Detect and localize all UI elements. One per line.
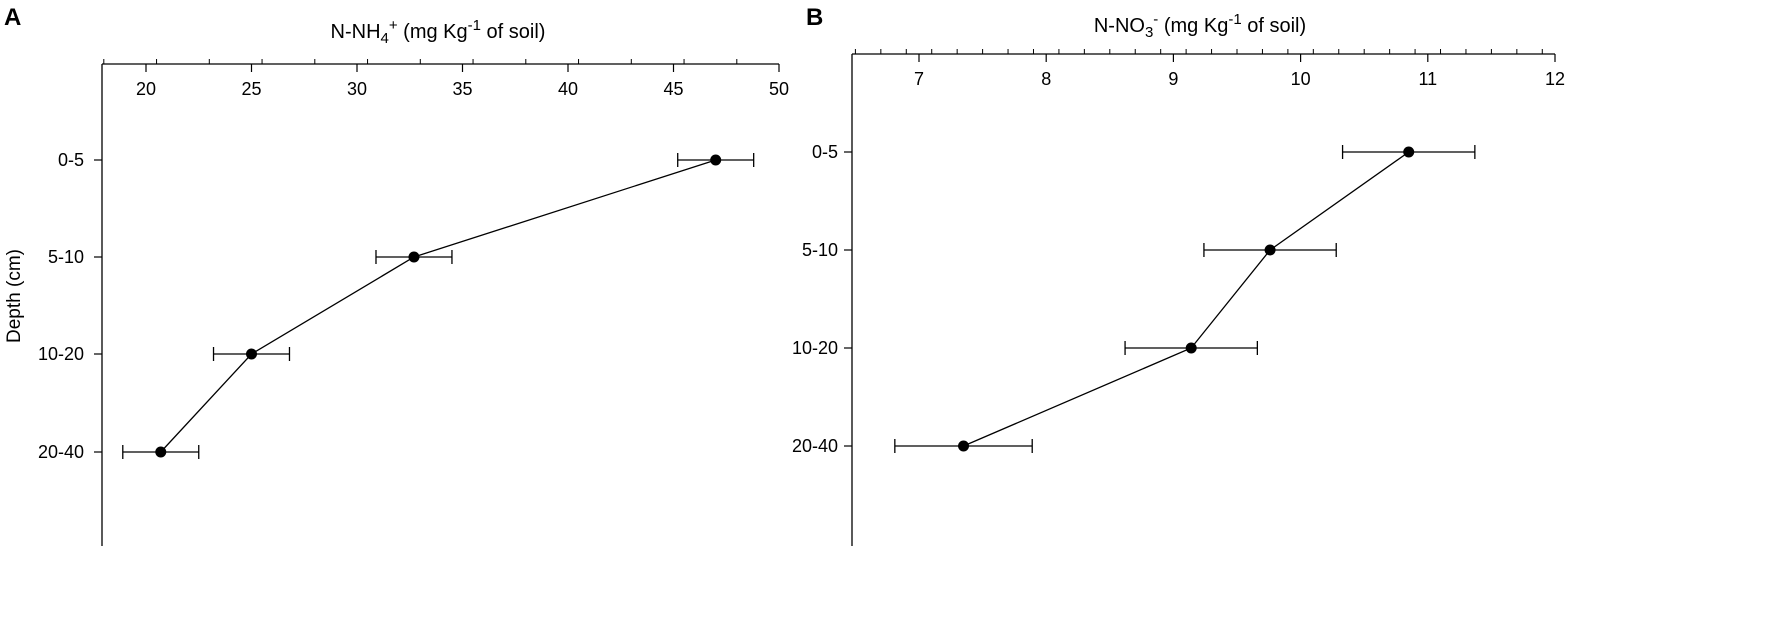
y-tick-label: 5-10 [48, 247, 84, 267]
x-axis-title: N-NH4+ (mg Kg-1 of soil) [331, 17, 546, 47]
data-point [710, 154, 722, 166]
y-tick-label: 0-5 [58, 150, 84, 170]
x-axis-title-subscript: 4 [381, 30, 389, 47]
x-axis-title-units: (mg Kg [398, 21, 468, 43]
x-tick-label: 10 [1291, 69, 1311, 89]
y-tick-label: 20-40 [792, 436, 838, 456]
y-tick-label: 20-40 [38, 442, 84, 462]
data-point [1185, 342, 1197, 354]
series-line [963, 151, 1410, 447]
x-axis-title-exponent: -1 [1228, 11, 1241, 28]
series-line [160, 159, 716, 453]
x-tick-label: 40 [558, 79, 578, 99]
x-axis-title-subscript: 3 [1145, 24, 1153, 41]
x-tick-label: 30 [347, 79, 367, 99]
x-axis-title-exponent: -1 [468, 17, 481, 34]
y-tick-label: 5-10 [802, 240, 838, 260]
x-tick-label: 35 [452, 79, 472, 99]
y-tick-label: 0-5 [812, 142, 838, 162]
x-tick-label: 20 [136, 79, 156, 99]
data-point [155, 446, 167, 458]
panel-letter: B [806, 4, 823, 31]
x-axis-title-superscript: + [389, 17, 398, 34]
x-axis-title-units: (mg Kg [1158, 15, 1228, 37]
x-tick-label: 25 [241, 79, 261, 99]
data-point [958, 440, 970, 452]
panel-a: A N-NH4+ (mg Kg-1 of soil) 20 25 30 35 40 45 50 0… [4, 4, 789, 546]
data-point [408, 251, 420, 263]
x-tick-label: 7 [914, 69, 924, 89]
x-tick-label: 8 [1041, 69, 1051, 89]
x-axis-title-tail: of soil) [481, 21, 545, 43]
panel-b: B N-NO3- (mg Kg-1 of soil) 7 8 9 10 11 12 0-5 5-1… [792, 4, 1565, 546]
data-point [1264, 244, 1276, 256]
x-tick-label: 45 [663, 79, 683, 99]
y-tick-label: 10-20 [792, 338, 838, 358]
y-axis-title: Depth (cm) [4, 249, 25, 343]
x-tick-label: 12 [1545, 69, 1565, 89]
x-tick-label: 50 [769, 79, 789, 99]
x-axis-title-superscript: - [1153, 11, 1158, 28]
panel-letter: A [4, 4, 21, 31]
x-axis-title-base: N-NH [331, 21, 381, 43]
y-tick-label: 10-20 [38, 344, 84, 364]
x-axis-title-base: N-NO [1094, 15, 1145, 37]
x-axis-title-tail: of soil) [1242, 15, 1306, 37]
x-axis-title: N-NO3- (mg Kg-1 of soil) [1094, 11, 1306, 41]
data-point [246, 348, 257, 360]
x-tick-label: 11 [1418, 69, 1437, 89]
x-tick-label: 9 [1168, 69, 1178, 89]
data-point [1403, 146, 1415, 158]
